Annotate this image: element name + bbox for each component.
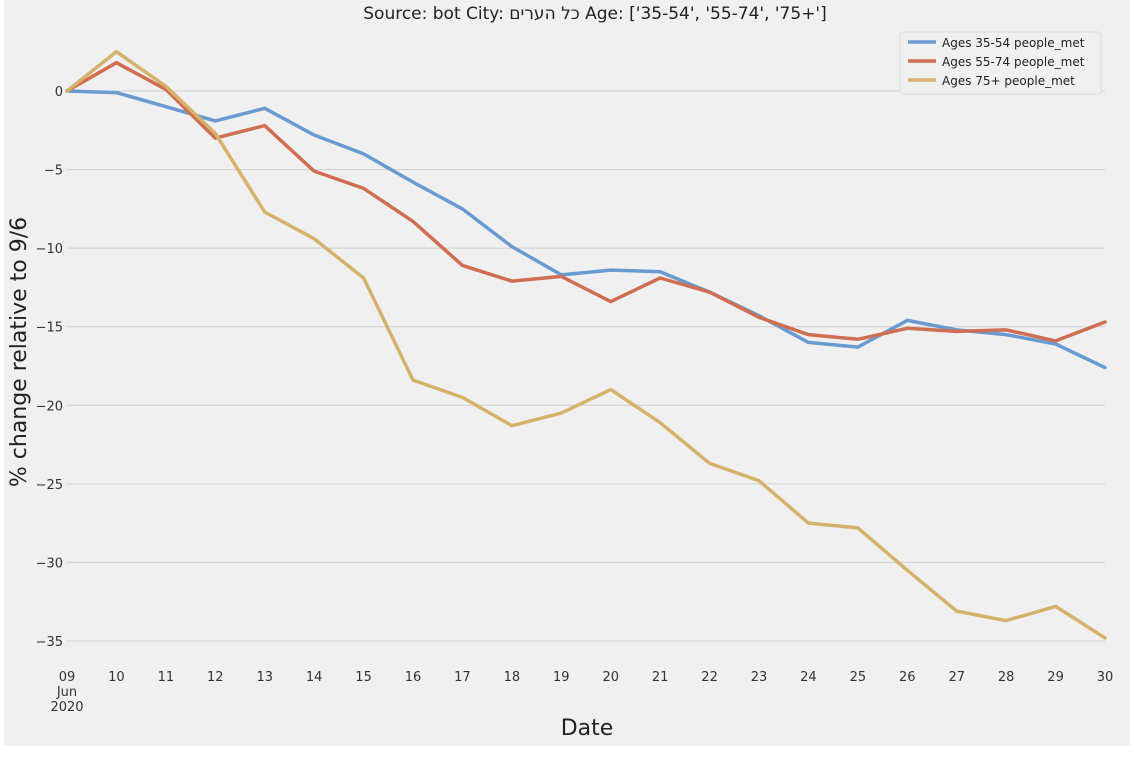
x-tick-label: 10 [108,670,125,685]
legend: Ages 35-54 people_met Ages 55-74 people_… [899,31,1102,95]
y-tick-label: −35 [36,635,63,650]
x-tick-label: 15 [355,670,372,685]
x-tick-label: 09 [59,670,76,685]
x-tick-label: 17 [454,670,471,685]
x-tick-label: 27 [948,670,965,685]
chart-title: Source: bot City: כל הערים Age: ['35-54'… [363,4,827,24]
legend-label-35-54: Ages 35-54 people_met [942,36,1085,50]
x-tick-label: 24 [800,670,817,685]
y-tick-label: −20 [36,399,63,414]
x-tick-label: 23 [751,670,768,685]
x-axis-label: Date [561,716,614,741]
x-tick-label: 22 [701,670,718,685]
legend-label-55-74: Ages 55-74 people_met [942,55,1085,69]
x-tick-label: 19 [553,670,570,685]
legend-box [899,31,1102,95]
series-line-0 [65,89,1107,370]
x-tick-label: 11 [158,670,175,685]
x-tick-label: 13 [256,670,273,685]
series-lines [65,49,1107,640]
x-tick-label: 20 [602,670,619,685]
x-tick-label: 14 [306,670,323,685]
x-tick-label: 29 [1047,670,1064,685]
y-tick-label: −15 [36,321,63,336]
series-line-1 [65,60,1107,343]
y-tick-label: −10 [36,242,63,257]
y-tick-label: −25 [36,478,63,493]
chart-background [4,0,1130,746]
x-tick-label: 25 [850,670,867,685]
x-tick-label: 21 [652,670,669,685]
series-line-2 [65,49,1107,640]
x-tick-label-year: 2020 [50,700,83,715]
x-tick-label: 12 [207,670,224,685]
y-axis-label: % change relative to 9/6 [7,217,32,487]
x-tick-label: 28 [998,670,1015,685]
x-tick-label: 26 [899,670,916,685]
y-tick-labels: 0 −5 −10 −15 −20 −25 −30 −35 [36,85,63,650]
x-tick-label-month: Jun [56,685,77,700]
y-tick-label: 0 [55,85,63,100]
legend-label-75-plus: Ages 75+ people_met [942,74,1075,88]
y-tick-label: −30 [36,556,63,571]
x-tick-label: 18 [504,670,521,685]
x-tick-label: 16 [405,670,422,685]
x-tick-label: 30 [1097,670,1114,685]
y-tick-label: −5 [44,164,63,179]
